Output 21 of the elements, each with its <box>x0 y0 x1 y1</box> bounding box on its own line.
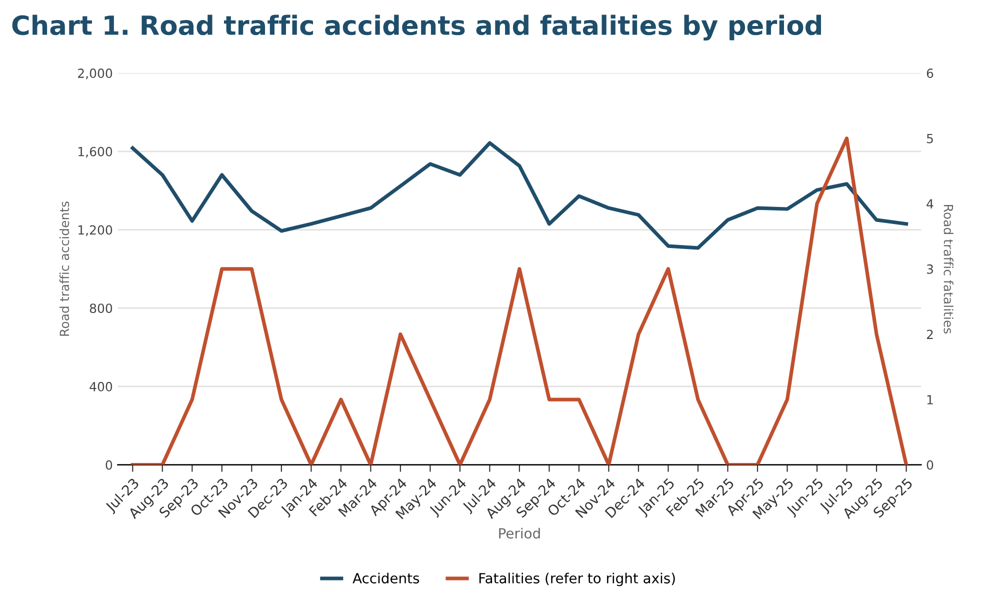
legend-label: Fatalities (refer to right axis) <box>479 572 675 586</box>
y2-axis-title: Road traffic fatalities <box>944 205 954 334</box>
y2-tick-label: 5 <box>926 134 933 144</box>
y2-tick-label: 6 <box>926 68 934 78</box>
chart-title: Chart 1. Road traffic accidents and fatalities by period <box>12 14 822 41</box>
y-tick-label: 2,000 <box>78 68 112 80</box>
y2-tick-label: 2 <box>926 330 933 339</box>
y-tick-label: 1,600 <box>78 146 112 158</box>
line-series <box>130 141 908 250</box>
y2-tick-label: 0 <box>926 460 934 470</box>
y-tick-label: 1,200 <box>78 225 112 236</box>
y2-tick-label: 1 <box>927 395 933 404</box>
y-axis-title: Road traffic accidents <box>59 202 70 336</box>
y-tick-label: 0 <box>106 460 112 470</box>
legend-label: Accidents <box>352 572 420 584</box>
line-series <box>130 136 908 465</box>
y2-tick-label: 3 <box>926 264 933 274</box>
y-tick-label: 400 <box>90 382 112 392</box>
y2-tick-label: 4 <box>926 199 934 208</box>
x-axis-title: Period <box>499 528 540 539</box>
y-tick-label: 800 <box>90 304 112 314</box>
